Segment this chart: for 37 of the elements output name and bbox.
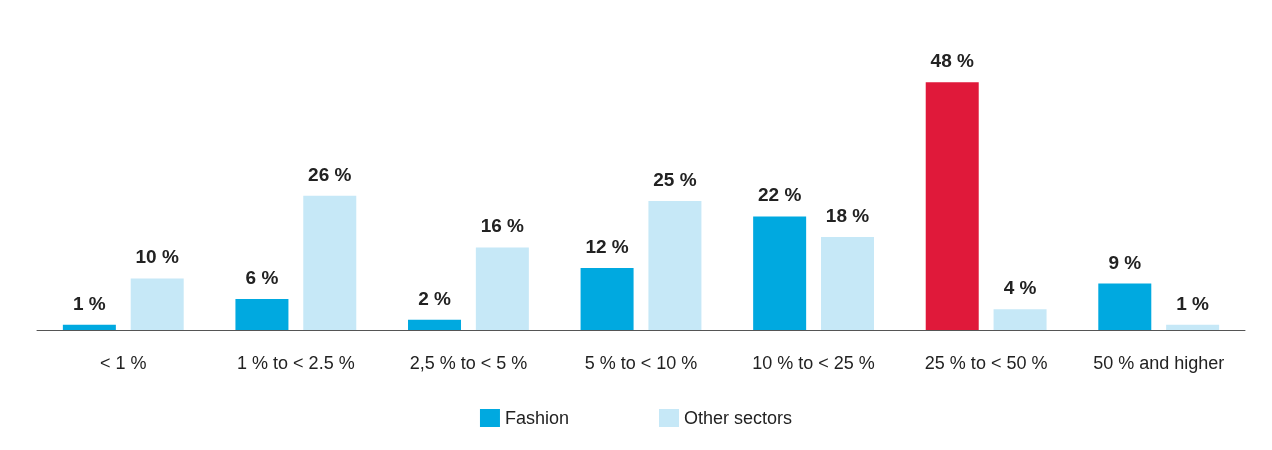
bar [993,309,1047,330]
data-label: 48 % [930,50,974,72]
legend-label: Other sectors [684,408,793,428]
bar [648,201,702,330]
data-label: 25 % [653,169,697,190]
x-tick-label: 5 % to < 10 % [584,353,698,373]
x-tick-label: 25 % to < 50 % [924,353,1048,373]
data-label: 6 % [245,267,279,289]
bar [1166,324,1220,330]
x-tick-label: 2,5 % to < 5 % [409,353,528,373]
bar [408,319,462,330]
data-label: 1 % [1176,292,1210,314]
data-label: 12 % [585,236,629,258]
bar [925,82,979,330]
bar [820,237,874,330]
bar [753,216,807,330]
data-label: 1 % [72,292,106,314]
data-label: 18 % [825,205,870,227]
bar [580,268,634,330]
data-label: 4 % [1003,277,1037,299]
data-label: 16 % [480,215,525,237]
bar [130,278,184,330]
bar [475,247,529,330]
bar [303,195,357,330]
bar [1098,283,1152,330]
x-tick-label: 10 % to < 25 % [752,353,875,373]
data-label: 10 % [135,246,179,268]
x-tick-label: 50 % and higher [1093,353,1225,373]
data-label: 9 % [1108,251,1142,273]
bar [62,324,116,330]
legend-label: Fashion [504,408,570,428]
data-label: 2 % [418,287,451,309]
bar [235,299,289,330]
x-tick-label: < 1 % [100,353,147,373]
data-label: 26 % [308,163,352,185]
data-label: 22 % [758,184,802,206]
x-tick-label: 1 % to < 2.5 % [237,353,355,373]
